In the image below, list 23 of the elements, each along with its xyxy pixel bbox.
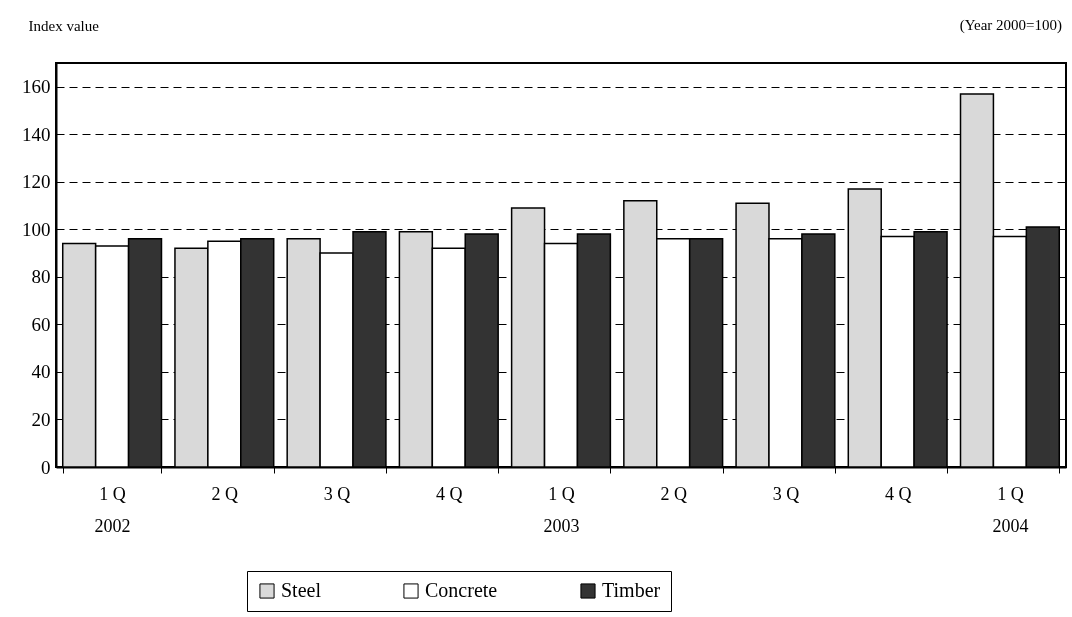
x-tick-label: 4 Q [884,483,912,504]
y-tick-label: 120 [22,171,51,193]
x-tick-label: 2 Q [211,483,239,504]
x-tick-label: 1 Q 2003 [543,483,580,536]
x-tick-label: 1 Q 2004 [992,483,1029,536]
x-tick-label: 3 Q [323,483,351,504]
y-tick-label: 0 [41,456,51,478]
x-tick-label: 4 Q [436,483,463,504]
legend-label: Timber [602,579,661,601]
y-tick-label: 160 [22,76,51,98]
y-tick-label: 80 [31,266,51,288]
legend-label: Steel [281,579,322,601]
x-tick-label: 1 Q 2002 [94,483,131,536]
legend-label: Concrete [425,579,498,601]
x-tick-label: 2 Q [660,483,687,504]
y-tick-label: 100 [22,218,51,240]
text: (Year 2000=100) [959,17,1062,34]
y-axis-title: Index value [28,17,100,34]
y-tick-label: 20 [31,408,51,430]
y-tick-label: 40 [31,361,51,383]
y-tick-label: 140 [22,123,51,145]
x-tick-label: 3 Q [772,483,800,504]
y-tick-label: 60 [31,313,51,335]
